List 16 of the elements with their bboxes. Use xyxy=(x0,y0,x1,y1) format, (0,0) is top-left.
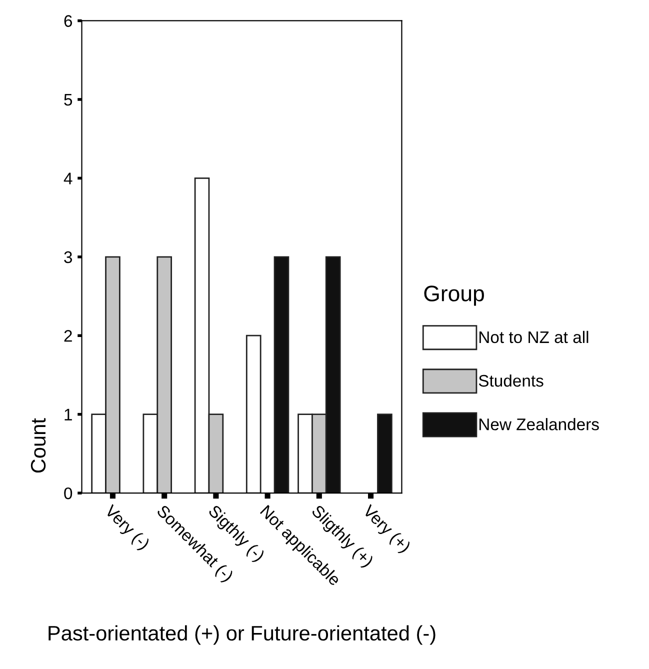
legend-title: Group xyxy=(424,286,484,306)
bar xyxy=(246,334,262,494)
bar xyxy=(377,414,392,494)
y-tick-label: 6 xyxy=(64,15,72,27)
y-tick-label: 3 xyxy=(64,251,72,264)
y-tick-label: 4 xyxy=(64,172,72,184)
legend-label: Students xyxy=(478,374,544,387)
y-tick-label: 5 xyxy=(64,94,72,106)
x-axis-title: Past-orientated (+) or Future-orientated (-) xyxy=(48,625,436,645)
legend-label: Not to NZ at all xyxy=(479,330,588,344)
y-tick-label: 1 xyxy=(64,408,72,420)
bar xyxy=(274,256,290,494)
y-tick-label: 2 xyxy=(64,330,72,342)
y-tick-label: 0 xyxy=(64,487,72,500)
y-axis-title: Count xyxy=(30,418,46,473)
legend-label: New Zealanders xyxy=(479,418,599,430)
